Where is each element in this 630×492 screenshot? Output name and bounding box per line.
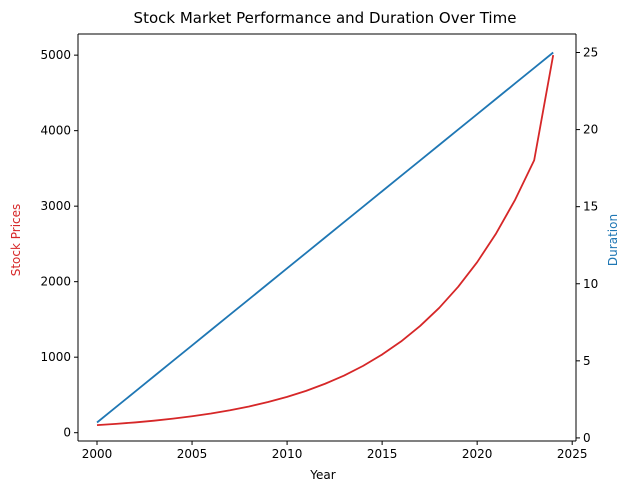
- chart-title: Stock Market Performance and Duration Ov…: [134, 9, 517, 27]
- x-tick-label: 2025: [557, 447, 588, 461]
- y-left-tick-label: 0: [63, 426, 71, 440]
- x-tick-label: 2000: [82, 447, 113, 461]
- y-right-tick-label: 20: [583, 123, 598, 137]
- x-tick-label: 2015: [367, 447, 398, 461]
- y-left-tick-label: 4000: [40, 124, 71, 138]
- y-right-tick-label: 15: [583, 200, 598, 214]
- y-left-tick-label: 5000: [40, 48, 71, 62]
- x-tick-label: 2005: [177, 447, 208, 461]
- x-axis-title: Year: [309, 468, 335, 482]
- plot-area: 2000 2005 2010 2015 2020 20250100020003000400…: [40, 33, 598, 461]
- y-left-axis-title: Stock Prices: [9, 204, 23, 277]
- x-tick-label: 2020: [462, 447, 493, 461]
- stock-price-line: [96, 54, 555, 427]
- duration-line: [96, 51, 554, 424]
- x-tick-label: 2010: [272, 447, 303, 461]
- y-right-tick-label: 25: [583, 46, 598, 60]
- y-left-tick-label: 2000: [40, 275, 71, 289]
- y-right-axis-title: Duration: [606, 214, 620, 266]
- y-left-tick-label: 1000: [40, 350, 71, 364]
- y-right-tick-label: 0: [583, 431, 591, 445]
- y-left-tick-label: 3000: [40, 199, 71, 213]
- y-right-tick-label: 5: [583, 354, 591, 368]
- y-right-tick-label: 10: [583, 277, 598, 291]
